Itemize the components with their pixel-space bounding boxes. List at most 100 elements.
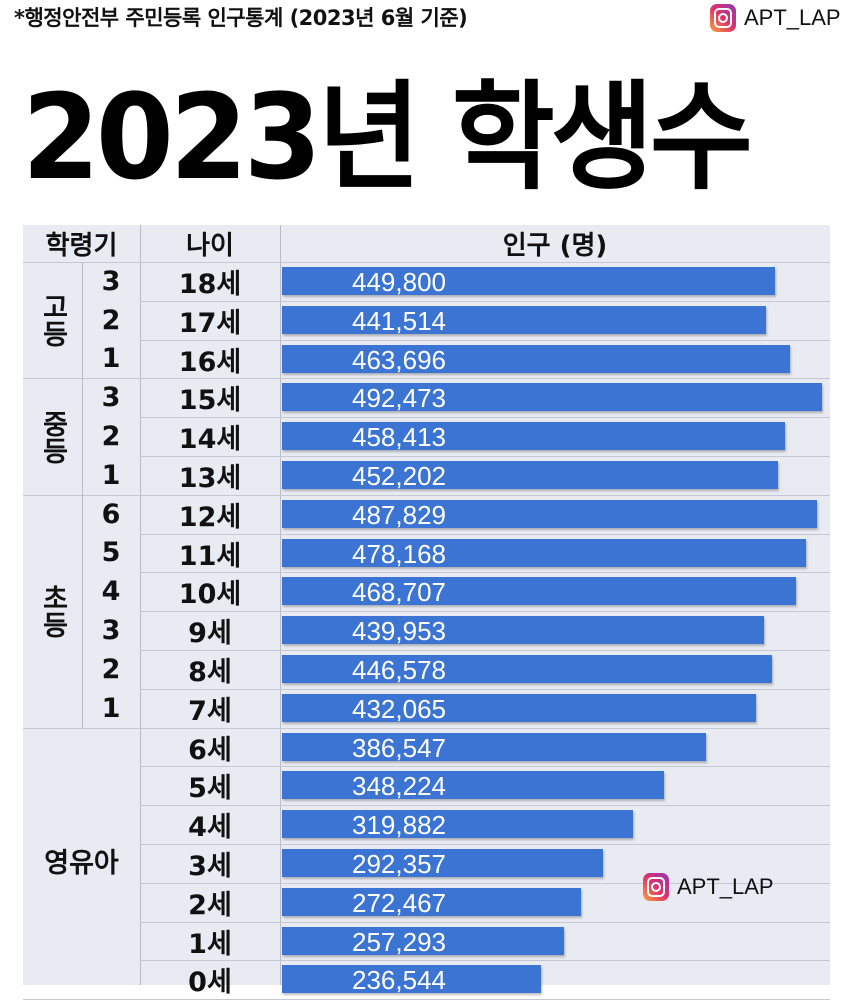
group-label-text: 고등 xyxy=(37,293,69,348)
bar xyxy=(282,305,767,334)
data-label: 236,544 xyxy=(352,965,446,996)
data-label: 463,696 xyxy=(352,344,446,375)
data-label: 386,547 xyxy=(352,732,446,763)
grade-label: 6 xyxy=(101,498,121,530)
group-label: 고등 xyxy=(23,262,82,378)
age-label: 0세 xyxy=(188,967,232,999)
data-label: 441,514 xyxy=(352,305,446,336)
age-label: 11세 xyxy=(178,540,242,572)
age-label: 18세 xyxy=(178,268,242,300)
data-label: 439,953 xyxy=(352,616,446,647)
age-label: 15세 xyxy=(178,385,242,417)
row-divider xyxy=(140,650,830,651)
data-label: 292,357 xyxy=(352,849,446,879)
group-label: 영유아 xyxy=(23,728,140,1000)
data-label: 478,168 xyxy=(352,538,446,569)
header-age: 나이 xyxy=(186,231,234,261)
row-divider xyxy=(140,921,830,923)
age-label: 7세 xyxy=(188,695,232,727)
bar xyxy=(282,887,581,916)
grade-label: 2 xyxy=(101,421,121,453)
grade-label: 3 xyxy=(101,265,121,297)
bar xyxy=(282,267,776,295)
age-label: 9세 xyxy=(188,618,232,650)
row-divider xyxy=(140,417,830,419)
bar xyxy=(282,422,785,451)
data-label: 257,293 xyxy=(352,926,446,957)
data-label: 492,473 xyxy=(352,383,446,414)
age-label: 16세 xyxy=(178,346,242,378)
bar xyxy=(282,344,791,373)
divider xyxy=(23,262,830,263)
age-label: 13세 xyxy=(178,462,242,494)
grade-label: 3 xyxy=(101,615,121,647)
grade-label: 1 xyxy=(101,459,121,491)
divider xyxy=(140,225,141,985)
row-divider xyxy=(140,805,830,807)
group-label: 중등 xyxy=(23,378,82,494)
chart-table: 학령기 나이 인구 (명) 고등 중등 초등 영유아 3 18세 449,800 2 17세 44… xyxy=(23,225,830,1000)
row-divider xyxy=(140,727,830,729)
bar xyxy=(282,383,822,412)
row-divider xyxy=(140,844,830,845)
data-label: 458,413 xyxy=(352,422,446,453)
age-label: 14세 xyxy=(178,424,242,456)
instagram-icon xyxy=(643,873,669,901)
bar xyxy=(282,693,756,722)
data-label: 348,224 xyxy=(352,771,446,802)
age-label: 3세 xyxy=(188,850,232,882)
brand-watermark: APT_LAP xyxy=(643,873,774,901)
grade-label: 4 xyxy=(101,576,121,608)
instagram-icon xyxy=(710,4,736,32)
group-label-text: 초등 xyxy=(37,584,69,639)
divider xyxy=(82,262,83,379)
header-school-level: 학령기 xyxy=(45,231,118,261)
age-label: 17세 xyxy=(178,307,242,339)
row-divider xyxy=(140,688,830,690)
data-label: 446,578 xyxy=(352,655,446,685)
age-label: 12세 xyxy=(178,501,242,533)
row-divider xyxy=(140,960,830,962)
bar xyxy=(282,461,778,489)
bar xyxy=(282,926,565,955)
divider xyxy=(82,494,83,728)
grade-label: 1 xyxy=(101,692,121,724)
divider xyxy=(280,225,281,985)
row-divider xyxy=(140,378,830,380)
bar xyxy=(282,732,706,761)
data-label: 487,829 xyxy=(352,499,446,530)
row-divider xyxy=(140,339,830,341)
data-label: 468,707 xyxy=(352,577,446,608)
bar xyxy=(282,810,633,839)
grade-label: 3 xyxy=(101,382,121,414)
age-label: 10세 xyxy=(178,579,242,611)
age-label: 8세 xyxy=(188,656,232,688)
brand-handle: APT_LAP xyxy=(677,874,774,899)
age-label: 5세 xyxy=(188,773,232,805)
chart-title: 2023년 학생수 xyxy=(22,69,753,207)
header-population: 인구 (명) xyxy=(502,231,608,261)
bar xyxy=(282,655,772,683)
bar xyxy=(282,616,765,645)
row-divider xyxy=(140,456,830,457)
group-label: 초등 xyxy=(23,495,82,728)
brand-top: APT_LAP xyxy=(710,4,841,32)
data-label: 432,065 xyxy=(352,693,446,724)
bar xyxy=(282,965,542,994)
row-divider xyxy=(140,494,830,496)
age-label: 2세 xyxy=(188,889,232,921)
source-note: *행정안전부 주민등록 인구통계 (2023년 6월 기준) xyxy=(14,6,468,30)
row-divider xyxy=(140,533,830,535)
brand-handle: APT_LAP xyxy=(744,5,841,30)
divider xyxy=(82,378,83,495)
bar xyxy=(282,538,807,567)
row-divider xyxy=(140,572,830,574)
group-label-text: 중등 xyxy=(37,409,69,464)
row-divider xyxy=(140,611,830,613)
data-label: 449,800 xyxy=(352,267,446,297)
grade-label: 5 xyxy=(101,537,121,569)
row-divider xyxy=(140,882,830,884)
age-label: 4세 xyxy=(188,812,232,844)
bar xyxy=(282,577,796,606)
row-divider xyxy=(140,300,830,302)
